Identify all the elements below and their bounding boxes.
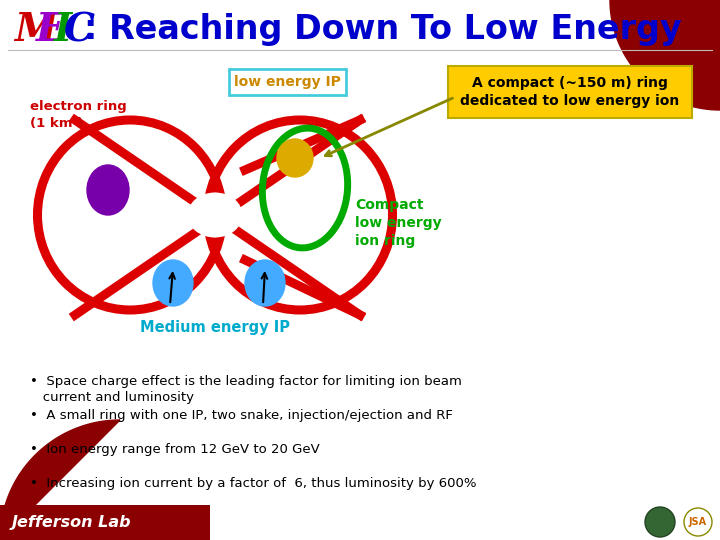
Text: •  Ion energy range from 12 GeV to 20 GeV: • Ion energy range from 12 GeV to 20 GeV [30, 443, 320, 456]
Text: E: E [36, 11, 66, 49]
Ellipse shape [187, 192, 243, 238]
Text: : Reaching Down To Low Energy: : Reaching Down To Low Energy [84, 14, 682, 46]
Text: A compact (~150 m) ring
dedicated to low energy ion: A compact (~150 m) ring dedicated to low… [460, 76, 680, 108]
Text: C: C [64, 11, 95, 49]
Text: M: M [14, 11, 57, 49]
Polygon shape [610, 0, 720, 110]
Ellipse shape [245, 260, 285, 306]
Ellipse shape [277, 139, 313, 177]
Text: •  Increasing ion current by a factor of  6, thus luminosity by 600%: • Increasing ion current by a factor of … [30, 477, 477, 490]
Ellipse shape [684, 508, 712, 536]
FancyBboxPatch shape [229, 69, 346, 95]
Bar [0, 505, 210, 540]
Text: •  A small ring with one IP, two snake, injection/ejection and RF: • A small ring with one IP, two snake, i… [30, 409, 453, 422]
Ellipse shape [645, 507, 675, 537]
Polygon shape [0, 420, 120, 540]
Text: •  Space charge effect is the leading factor for limiting ion beam
   current an: • Space charge effect is the leading fac… [30, 375, 462, 404]
Text: Jefferson Lab: Jefferson Lab [12, 515, 132, 530]
Text: low energy IP: low energy IP [234, 75, 341, 89]
Text: Compact
low energy
ion ring: Compact low energy ion ring [355, 198, 441, 248]
Text: I: I [54, 11, 72, 49]
Ellipse shape [153, 260, 193, 306]
Text: Medium energy IP: Medium energy IP [140, 320, 290, 335]
Text: electron ring
(1 km ): electron ring (1 km ) [30, 100, 127, 130]
FancyBboxPatch shape [448, 66, 692, 118]
Ellipse shape [87, 165, 129, 215]
Text: JSA: JSA [689, 517, 707, 527]
